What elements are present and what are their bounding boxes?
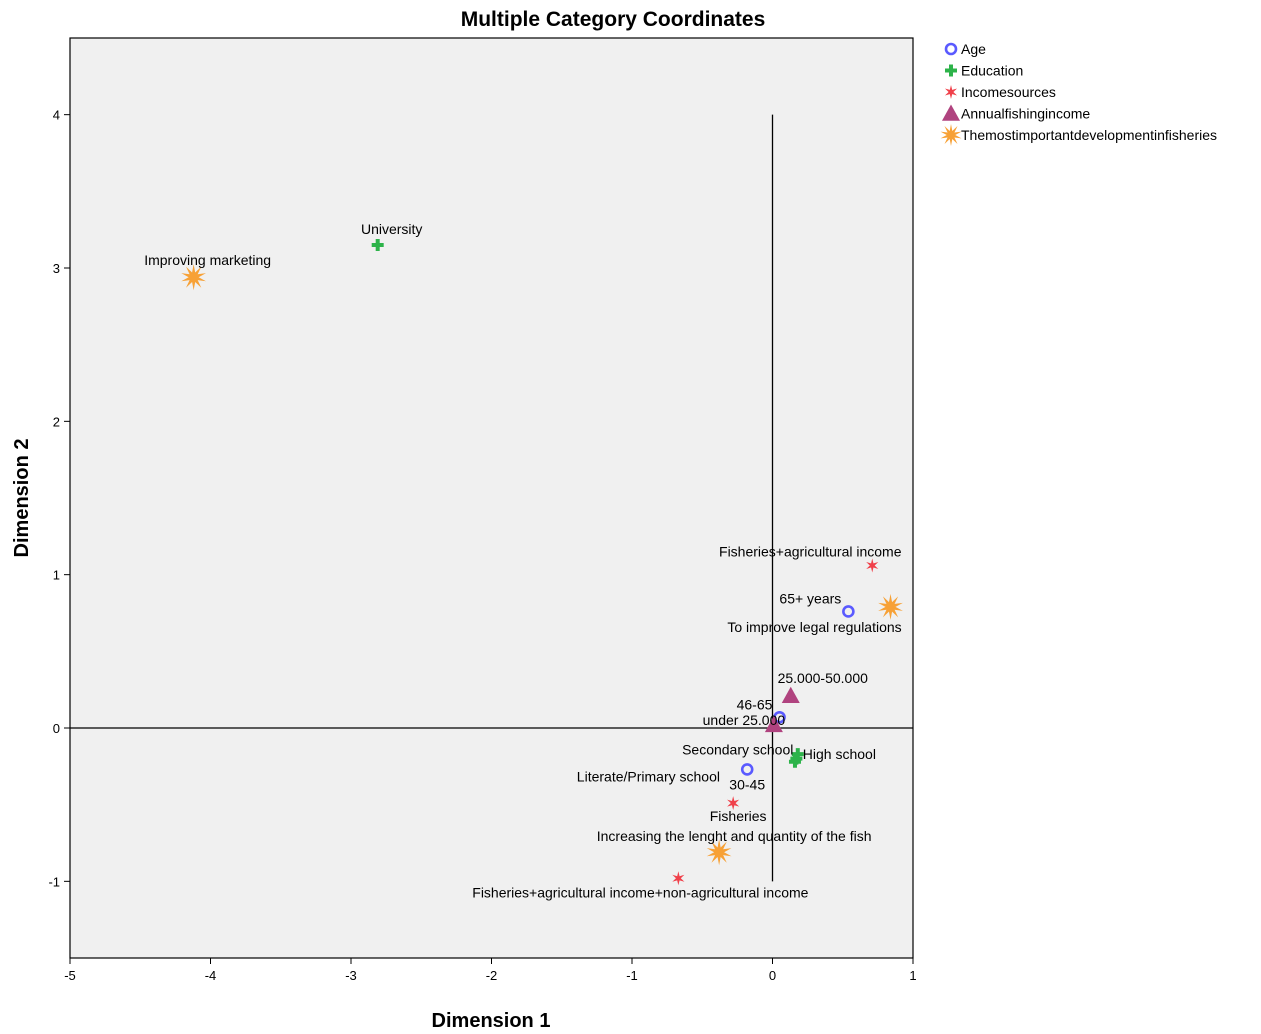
y-tick-label: -1	[48, 874, 60, 889]
point-incomesources-0	[866, 558, 879, 573]
legend: Age Education Incomesources Annualfishingin…	[940, 41, 1217, 147]
y-tick-label: 2	[53, 414, 60, 429]
x-tick-label: -2	[486, 968, 498, 983]
y-tick-label: 4	[53, 108, 60, 123]
point-annualfishingincome-1	[764, 715, 783, 733]
point-label: Fisheries+agricultural income+non-agricu…	[472, 884, 808, 900]
point-label: 30-45	[729, 776, 765, 792]
point-age-2	[740, 763, 754, 776]
legend-marker-themostimportantdevelopmentinfisheries	[940, 123, 962, 147]
point-label: University	[361, 221, 422, 237]
point-label: 46-65	[737, 696, 773, 712]
point-incomesources-2	[672, 871, 685, 886]
x-tick-label: 1	[909, 968, 916, 983]
x-tick-label: -3	[345, 968, 357, 983]
data-points	[181, 239, 903, 886]
legend-label: Education	[961, 63, 1023, 79]
y-tick-label: 3	[53, 261, 60, 276]
y-axis: -1 0 1 2 3 4	[48, 108, 70, 889]
legend-label: Themostimportantdevelopmentinfisheries	[961, 127, 1217, 143]
point-label: under 25.000	[703, 712, 786, 728]
point-incomesources-1	[727, 796, 740, 811]
point-label: 25.000-50.000	[778, 670, 869, 686]
point-label: Fisheries	[710, 808, 767, 824]
x-tick-label: 0	[769, 968, 776, 983]
point-label: Increasing the lenght and quantity of th…	[597, 828, 872, 844]
y-tick-label: 1	[53, 568, 60, 583]
point-education-3	[788, 755, 801, 768]
plot-area	[69, 37, 914, 959]
point-label: Fisheries+agricultural income	[719, 543, 902, 559]
point-age-0	[842, 605, 855, 618]
point-annualfishingincome-0	[781, 686, 800, 703]
point-labels: 65+ years 46-65 30-45 University High school…	[144, 221, 901, 900]
x-tick-label: -4	[205, 968, 217, 983]
point-label: High school	[803, 746, 876, 762]
point-label: Literate/Primary school	[577, 769, 720, 785]
chart-title: Multiple Category Coordinates	[461, 8, 766, 31]
y-axis-title: Dimension 2	[11, 439, 33, 558]
point-label: 65+ years	[779, 590, 841, 606]
legend-label: Incomesources	[961, 84, 1056, 100]
legend-marker-annualfishingincome	[942, 104, 960, 121]
legend-label: Annualfishingincome	[961, 106, 1090, 122]
point-themostimportantdevelopmentinfisheries-1	[878, 593, 903, 620]
x-tick-label: -5	[64, 968, 76, 983]
point-education-0	[371, 239, 384, 251]
point-themostimportantdevelopmentinfisheries-2	[706, 839, 732, 866]
y-tick-label: 0	[53, 721, 60, 736]
point-themostimportantdevelopmentinfisheries-0	[181, 264, 206, 291]
point-label: Improving marketing	[144, 252, 271, 268]
x-axis: -5 -4 -3 -2 -1 0 1	[64, 958, 917, 983]
legend-label: Age	[961, 41, 986, 57]
point-label: To improve legal regulations	[727, 619, 901, 635]
point-label: Secondary school	[682, 742, 793, 758]
legend-marker-incomesources	[944, 85, 958, 99]
x-axis-title: Dimension 1	[432, 1010, 551, 1032]
x-tick-label: -1	[626, 968, 638, 983]
legend-marker-education	[945, 64, 957, 77]
legend-marker-age	[944, 42, 958, 56]
